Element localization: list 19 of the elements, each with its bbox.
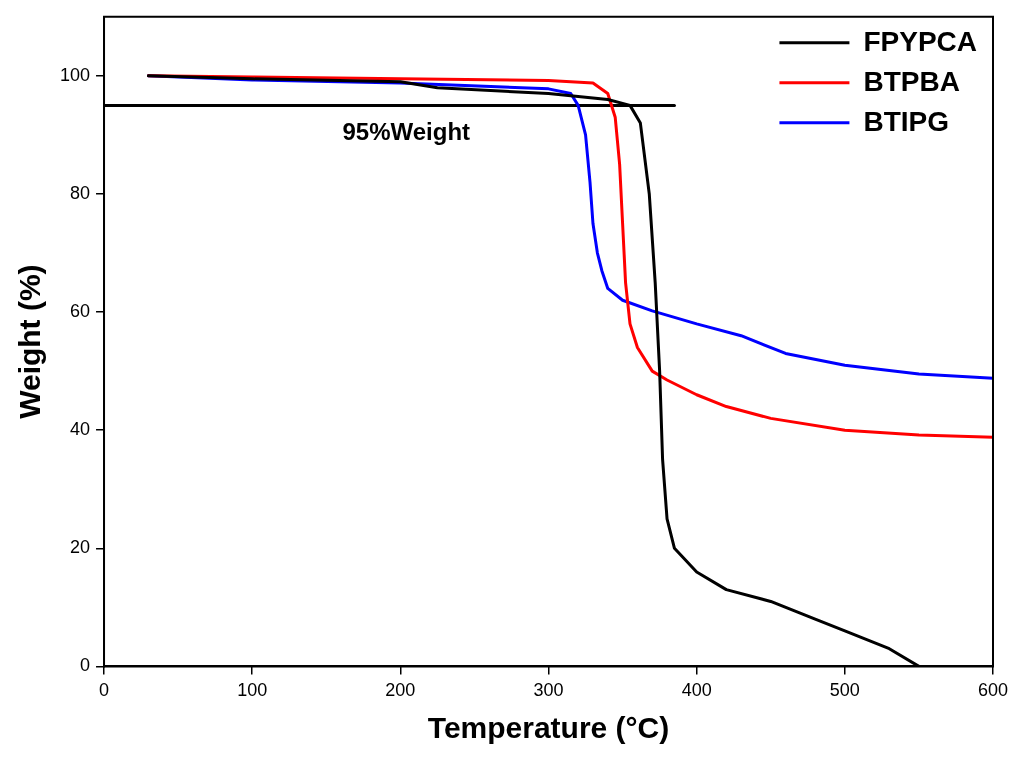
y-axis-title: Weight (%)	[13, 264, 47, 419]
x-tick-label: 100	[237, 680, 268, 701]
y-tick-label: 100	[59, 64, 91, 85]
legend-label: FPYPCA	[863, 25, 978, 57]
annotation: 95%Weight	[342, 118, 471, 146]
y-tick-label: 60	[70, 301, 91, 322]
x-tick-label: 500	[829, 680, 860, 701]
y-tick-label: 20	[70, 537, 91, 558]
x-tick-label: 200	[385, 680, 416, 701]
y-tick-label: 80	[70, 182, 91, 203]
legend-label: BTIPG	[863, 105, 949, 137]
x-axis-title: Temperature (°C)	[427, 711, 670, 745]
y-tick-label: 0	[80, 655, 91, 676]
x-tick-label: 400	[681, 680, 712, 701]
x-tick-label: 600	[977, 680, 1009, 701]
y-tick-label: 40	[70, 419, 91, 440]
x-tick-label: 0	[99, 680, 110, 701]
x-tick-label: 300	[533, 680, 564, 701]
legend-label: BTPBA	[863, 65, 960, 97]
